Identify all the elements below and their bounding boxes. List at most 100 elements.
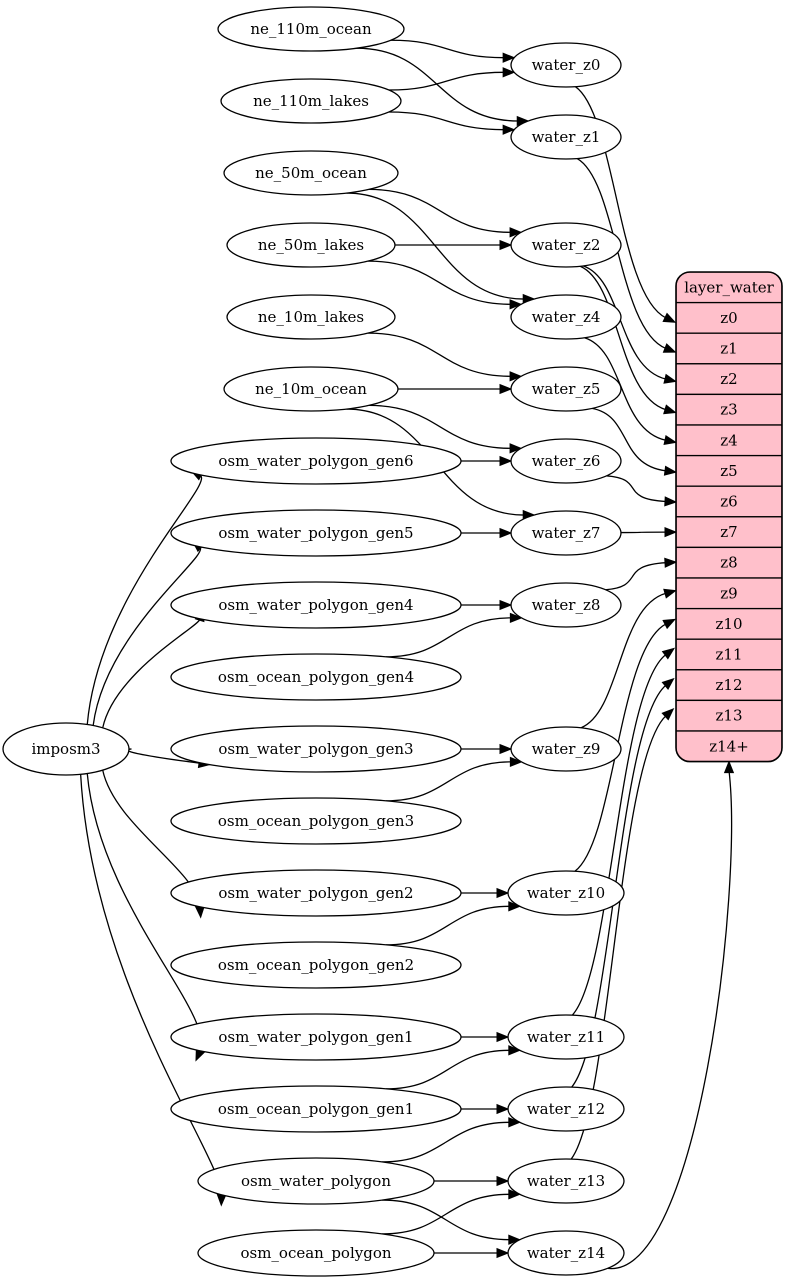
node-water_z2[interactable]: water_z2	[510, 222, 622, 268]
node-osm_water_polygon_gen2[interactable]: osm_water_polygon_gen2	[170, 869, 462, 917]
node-osm_water_polygon_gen4[interactable]: osm_water_polygon_gen4	[170, 581, 462, 629]
node-shape-ne_110m_ocean	[217, 6, 405, 52]
edge-osm_ocean_polygon_gen1-to-water_z11	[385, 1049, 510, 1090]
node-shape-water_z12	[507, 1086, 625, 1132]
node-water_z14[interactable]: water_z14	[507, 1230, 625, 1276]
node-label-water_z2: water_z2	[532, 236, 601, 254]
node-label-osm_ocean_polygon: osm_ocean_polygon	[240, 1244, 391, 1262]
node-shape-osm_ocean_polygon_gen4	[170, 653, 462, 701]
node-label-osm_ocean_polygon_gen2: osm_ocean_polygon_gen2	[218, 956, 414, 974]
node-label-water_z11: water_z11	[527, 1028, 605, 1046]
node-label-water_z0: water_z0	[532, 56, 601, 74]
node-water_z10[interactable]: water_z10	[507, 870, 625, 916]
node-shape-water_z2	[510, 222, 622, 268]
node-ne_10m_lakes[interactable]: ne_10m_lakes	[226, 294, 396, 340]
node-shape-ne_110m_lakes	[220, 78, 402, 124]
node-label-water_z12: water_z12	[527, 1100, 605, 1118]
node-water_z1[interactable]: water_z1	[510, 114, 622, 160]
node-water_z6[interactable]: water_z6	[510, 438, 622, 484]
svg-text:z8: z8	[720, 554, 737, 572]
node-shape-ne_10m_ocean	[223, 366, 399, 412]
layer-water-row-z2: z2	[676, 363, 782, 396]
layer-water-row-z3: z3	[676, 393, 782, 426]
node-osm_water_polygon[interactable]: osm_water_polygon	[197, 1157, 435, 1205]
node-label-osm_ocean_polygon_gen4: osm_ocean_polygon_gen4	[218, 668, 414, 686]
svg-text:z6: z6	[720, 493, 737, 511]
node-osm_water_polygon_gen5[interactable]: osm_water_polygon_gen5	[170, 509, 462, 557]
edge-osm_ocean_polygon_gen3-to-water_z9	[385, 761, 512, 802]
edge-water_z8-to-row_z8	[605, 562, 667, 591]
node-shape-osm_water_polygon_gen5	[170, 509, 462, 557]
node-ne_110m_lakes[interactable]: ne_110m_lakes	[220, 78, 402, 124]
node-water_z12[interactable]: water_z12	[507, 1086, 625, 1132]
node-shape-osm_water_polygon_gen4	[170, 581, 462, 629]
layer-water-row-z6: z6	[676, 485, 782, 518]
node-water_z4[interactable]: water_z4	[510, 294, 622, 340]
node-ne_50m_lakes[interactable]: ne_50m_lakes	[226, 222, 396, 268]
layer-water-row-z14+: z14+	[676, 730, 782, 762]
node-ne_110m_ocean[interactable]: ne_110m_ocean	[217, 6, 405, 52]
node-label-water_z4: water_z4	[532, 308, 601, 326]
edge-ne_10m_ocean-to-water_z6	[369, 404, 512, 449]
node-ne_10m_ocean[interactable]: ne_10m_ocean	[223, 366, 399, 412]
edge-ne_50m_lakes-to-water_z4	[368, 260, 512, 305]
layer-water-row-z8: z8	[676, 546, 782, 579]
layer-water-table: layer_water z0 z1 z2 z3 z4 z5 z6 z7 z8 z9 z10 z11 z12…	[675, 271, 783, 763]
node-water_z5[interactable]: water_z5	[510, 366, 622, 412]
node-shape-water_z9	[510, 726, 622, 772]
layer-water-row-z13: z13	[676, 699, 782, 732]
node-ne_50m_ocean[interactable]: ne_50m_ocean	[223, 150, 399, 196]
layer-water-row-z0: z0	[676, 301, 782, 334]
node-osm_water_polygon_gen3[interactable]: osm_water_polygon_gen3	[170, 725, 462, 773]
node-shape-water_z1	[510, 114, 622, 160]
node-label-osm_water_polygon_gen6: osm_water_polygon_gen6	[218, 452, 413, 470]
node-label-osm_water_polygon: osm_water_polygon	[241, 1172, 391, 1190]
node-shape-water_z7	[510, 510, 622, 556]
node-osm_ocean_polygon_gen3[interactable]: osm_ocean_polygon_gen3	[170, 797, 462, 845]
edge-water_z11-to-row_z11	[571, 653, 667, 1016]
edge-ne_110m_lakes-to-water_z1	[388, 111, 505, 131]
node-water_z13[interactable]: water_z13	[507, 1158, 625, 1204]
node-shape-osm_water_polygon_gen2	[170, 869, 462, 917]
node-water_z11[interactable]: water_z11	[507, 1014, 625, 1060]
node-shape-water_z6	[510, 438, 622, 484]
node-label-ne_110m_ocean: ne_110m_ocean	[250, 20, 372, 38]
node-water_z9[interactable]: water_z9	[510, 726, 622, 772]
edge-water_z4-to-row_z4	[584, 337, 667, 441]
svg-text:z5: z5	[720, 462, 737, 480]
node-label-water_z5: water_z5	[532, 380, 601, 398]
node-shape-ne_10m_lakes	[226, 294, 396, 340]
node-shape-osm_ocean_polygon_gen2	[170, 941, 462, 989]
edges-layer	[79, 39, 735, 1270]
node-imposm3[interactable]: imposm3	[2, 722, 130, 776]
svg-text:layer_water: layer_water	[684, 278, 774, 296]
node-osm_water_polygon_gen1[interactable]: osm_water_polygon_gen1	[170, 1013, 462, 1061]
node-osm_water_polygon_gen6[interactable]: osm_water_polygon_gen6	[170, 437, 462, 485]
edge-ne_110m_lakes-to-water_z0	[388, 71, 505, 91]
node-label-ne_50m_ocean: ne_50m_ocean	[255, 164, 367, 182]
edge-ne_10m_lakes-to-water_z5	[368, 332, 512, 377]
node-shape-osm_ocean_polygon_gen3	[170, 797, 462, 845]
edge-water_z0-to-row_z0	[575, 86, 667, 319]
node-label-ne_10m_lakes: ne_10m_lakes	[258, 308, 364, 326]
edge-water_z14-to-row_z14	[607, 770, 733, 1270]
node-osm_ocean_polygon_gen4[interactable]: osm_ocean_polygon_gen4	[170, 653, 462, 701]
edge-imposm3-to-osm_water_polygon	[79, 774, 223, 1196]
node-osm_ocean_polygon[interactable]: osm_ocean_polygon	[197, 1229, 435, 1277]
layer-water-row-z5: z5	[676, 454, 782, 487]
node-label-ne_10m_ocean: ne_10m_ocean	[255, 380, 367, 398]
node-label-osm_ocean_polygon_gen3: osm_ocean_polygon_gen3	[218, 812, 414, 830]
node-shape-osm_water_polygon_gen1	[170, 1013, 462, 1061]
node-shape-ne_50m_ocean	[223, 150, 399, 196]
node-osm_ocean_polygon_gen1[interactable]: osm_ocean_polygon_gen1	[170, 1085, 462, 1133]
layer-water-row-z9: z9	[676, 577, 782, 610]
node-shape-water_z4	[510, 294, 622, 340]
node-water_z8[interactable]: water_z8	[510, 582, 622, 628]
node-label-osm_water_polygon_gen2: osm_water_polygon_gen2	[218, 884, 413, 902]
node-water_z0[interactable]: water_z0	[510, 42, 622, 88]
edge-water_z5-to-row_z5	[591, 407, 667, 472]
node-osm_ocean_polygon_gen2[interactable]: osm_ocean_polygon_gen2	[170, 941, 462, 989]
svg-text:z10: z10	[716, 615, 743, 633]
node-water_z7[interactable]: water_z7	[510, 510, 622, 556]
